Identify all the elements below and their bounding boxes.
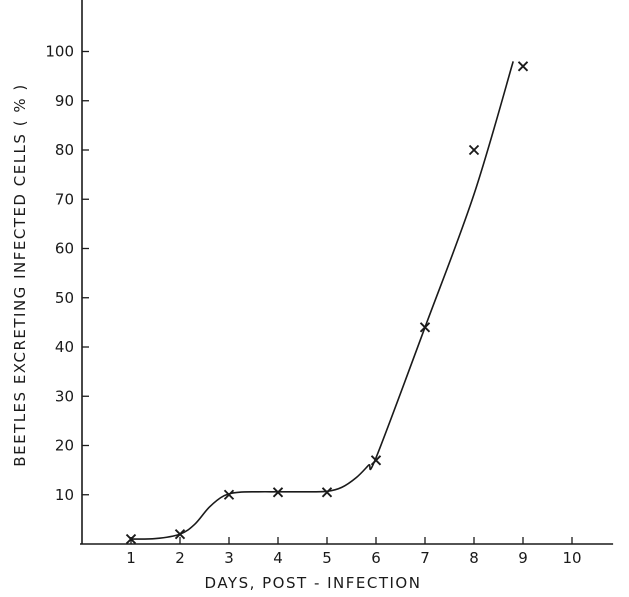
data-point-stroke: [468, 144, 480, 156]
data-point-stroke: [370, 455, 382, 466]
y-tick-label: 50: [55, 289, 74, 307]
data-point-stroke: [125, 533, 137, 545]
axes: [80, 0, 614, 545]
x-axis-title: DAYS, POST - INFECTION: [205, 574, 422, 592]
data-point-stroke: [321, 487, 333, 498]
data-point-x-marker: [174, 528, 186, 540]
y-tick-label: 40: [55, 338, 74, 356]
x-tick-label: 7: [420, 549, 430, 567]
x-tick-label: 2: [175, 549, 185, 567]
x-tick-label: 5: [322, 549, 332, 567]
data-point-stroke: [517, 61, 529, 72]
x-tick-label: 10: [562, 549, 581, 567]
data-point-stroke: [223, 489, 235, 500]
x-tick-label: 6: [371, 549, 381, 567]
data-point-x-marker: [468, 144, 480, 156]
data-point-x-marker: [125, 533, 137, 545]
x-tick-label: 3: [224, 549, 234, 567]
data-point-x-marker: [272, 487, 284, 498]
x-tick-label: 1: [126, 549, 136, 567]
y-tick-label: 60: [55, 240, 74, 258]
y-tick-label: 100: [45, 43, 74, 61]
data-markers: [125, 61, 529, 545]
data-point-stroke: [272, 487, 284, 498]
data-point-x-marker: [517, 61, 529, 72]
data-point-stroke: [174, 528, 186, 540]
y-tick-label: 10: [55, 486, 74, 504]
x-tick-label: 8: [469, 549, 479, 567]
data-point-x-marker: [223, 489, 235, 500]
data-point-x-marker: [321, 487, 333, 498]
x-tick-label: 9: [518, 549, 528, 567]
x-tick-label: 4: [273, 549, 283, 567]
y-tick-label: 70: [55, 190, 74, 208]
y-tick-label: 30: [55, 387, 74, 405]
fitted-curve-layer: [130, 61, 514, 540]
data-point-x-marker: [370, 455, 382, 466]
y-tick-label: 80: [55, 141, 74, 159]
y-tick-label: 20: [55, 437, 74, 455]
fitted-curve: [130, 61, 514, 540]
y-axis-title: BEETLES EXCRETING INFECTED CELLS ( % ): [11, 83, 29, 466]
data-point-x-marker: [419, 322, 431, 333]
tick-labels: 1 2 3 4 5 6 7 8 9 10 10 20 30 40 50 60 70 80 90 100: [45, 43, 581, 568]
y-tick-label: 90: [55, 92, 74, 110]
data-point-stroke: [419, 322, 431, 333]
